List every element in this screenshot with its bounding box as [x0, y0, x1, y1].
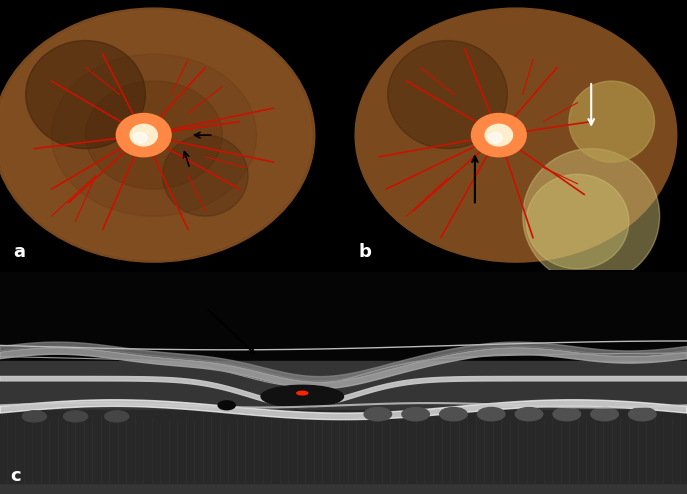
Bar	[0, 410, 687, 483]
Circle shape	[0, 11, 311, 259]
Ellipse shape	[629, 408, 656, 421]
Circle shape	[297, 391, 308, 395]
Ellipse shape	[387, 41, 508, 149]
Text: c: c	[10, 467, 21, 485]
Text: a: a	[14, 243, 25, 261]
Circle shape	[85, 81, 223, 189]
Circle shape	[471, 114, 526, 157]
Circle shape	[116, 114, 171, 157]
Ellipse shape	[104, 411, 129, 422]
Circle shape	[488, 132, 502, 143]
Ellipse shape	[526, 174, 629, 269]
Ellipse shape	[364, 408, 392, 421]
Ellipse shape	[553, 408, 581, 421]
Ellipse shape	[163, 135, 248, 216]
Ellipse shape	[569, 81, 655, 162]
Circle shape	[52, 54, 257, 216]
Circle shape	[355, 8, 677, 262]
Ellipse shape	[591, 408, 618, 421]
Ellipse shape	[64, 411, 88, 422]
Bar	[0, 272, 687, 372]
Circle shape	[485, 124, 513, 146]
Ellipse shape	[218, 401, 235, 410]
Ellipse shape	[523, 149, 660, 284]
Ellipse shape	[25, 41, 146, 149]
Ellipse shape	[440, 408, 467, 421]
Bar	[0, 361, 687, 494]
Ellipse shape	[261, 385, 344, 408]
Circle shape	[0, 8, 315, 262]
Ellipse shape	[477, 408, 505, 421]
Ellipse shape	[402, 408, 429, 421]
Ellipse shape	[22, 411, 47, 422]
Circle shape	[130, 124, 157, 146]
Circle shape	[133, 132, 147, 143]
Ellipse shape	[515, 408, 543, 421]
Text: b: b	[359, 243, 372, 261]
